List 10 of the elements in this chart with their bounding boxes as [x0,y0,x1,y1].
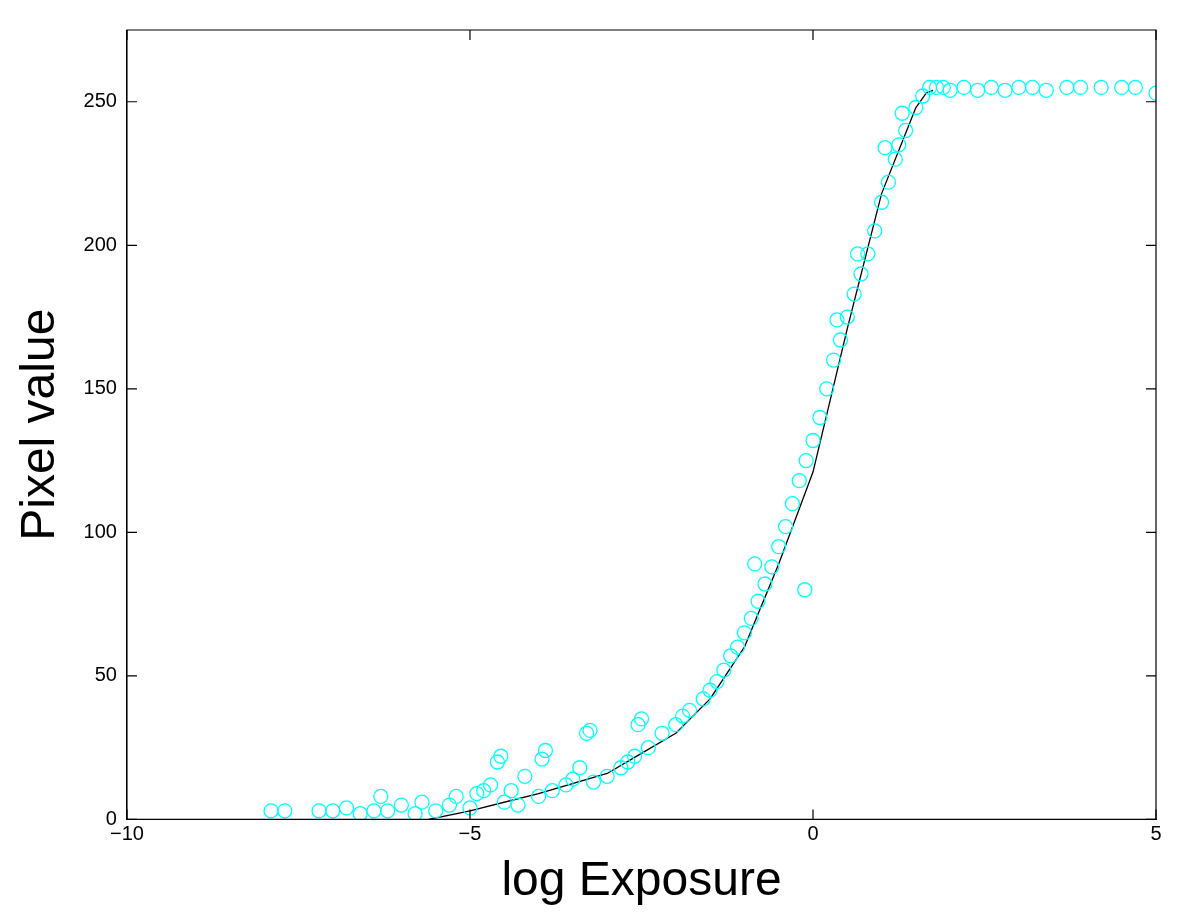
y-tick-label: 250 [83,89,117,112]
x-tick-label: 5 [1150,821,1162,844]
y-tick-label: 100 [83,519,117,542]
x-tick-label: −5 [458,821,482,844]
y-tick-label: 150 [83,376,117,399]
y-tick-label: 200 [83,232,117,255]
y-axis-title: Pixel value [11,308,65,541]
y-tick-label: 50 [94,663,117,686]
x-tick-label: 0 [807,821,819,844]
x-axis-title: log Exposure [501,852,782,906]
